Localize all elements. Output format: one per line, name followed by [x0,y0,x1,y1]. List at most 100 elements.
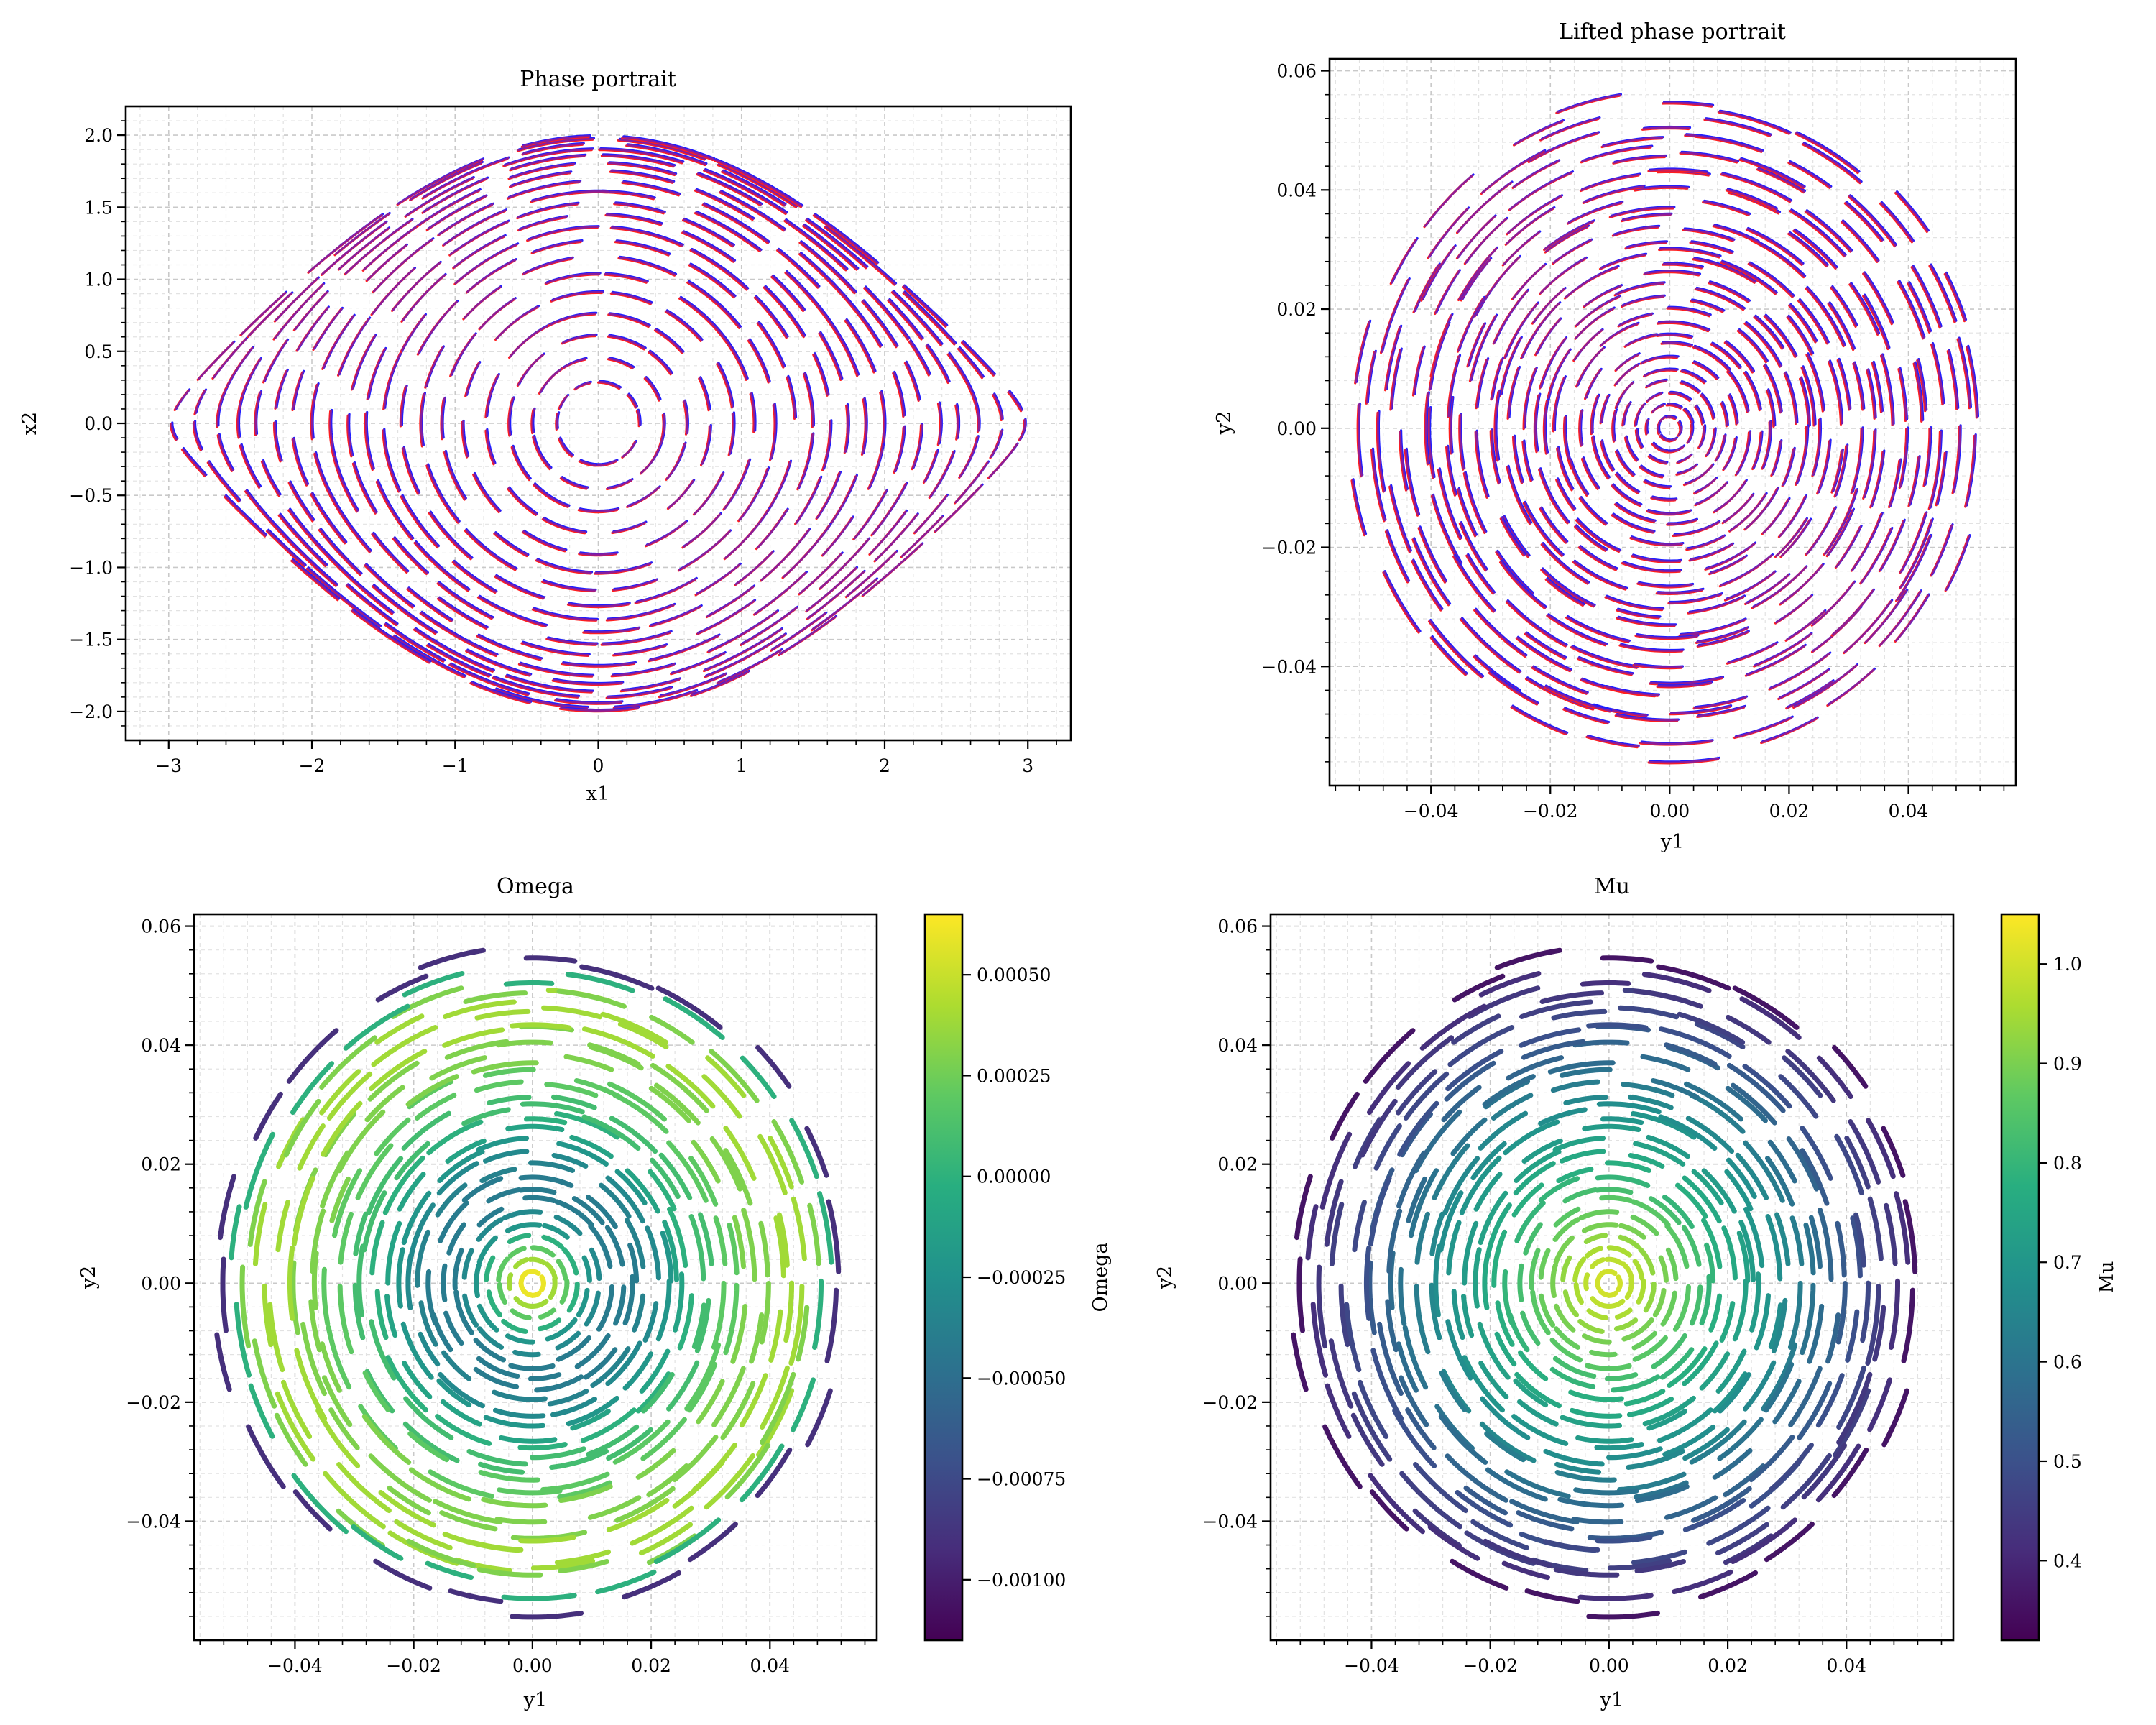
phase-portrait-overlap-segment [880,391,886,451]
lifted-portrait-overlap-segment [1899,427,1908,488]
lifted-portrait-overlap-segment [1418,526,1447,583]
omega-segment [473,1366,520,1389]
lifted-portrait-overlap-segment [1769,652,1830,690]
mu-segment [1519,1027,1582,1048]
lifted-portrait-overlap-segment [1648,168,1708,174]
lifted-portrait-prediction-segment [1756,168,1805,194]
omega-segment [374,1117,411,1156]
lifted-portrait-truth-segment [1711,341,1742,368]
lifted-portrait-overlap-segment [1752,566,1807,609]
mu-segment [1396,1341,1419,1393]
phase-portrait-overlap-segment [665,442,686,480]
lifted-portrait-overlap-segment [1834,444,1848,497]
lifted-portrait-overlap-segment [1544,220,1595,250]
mu-segment [1429,1282,1442,1340]
phase-portrait-overlap-segment [717,362,734,408]
phase-portrait-ytick-label: 1.5 [84,197,113,218]
phase-portrait-overlap-segment [811,578,877,631]
lifted-portrait-overlap-segment [1667,518,1697,525]
mu-segment [1726,1157,1757,1200]
omega-segment [387,1485,431,1516]
omega-segment [520,1269,531,1280]
lifted-portrait-prediction-segment [1862,272,1893,326]
phase-portrait-truth-segment [1008,390,1024,411]
phase-portrait-overlap-segment [717,163,798,208]
mu-segment [1633,1141,1685,1167]
omega-segment [441,1350,472,1381]
lifted-portrait-overlap-segment [1644,368,1678,377]
mu-segment [1694,1021,1746,1049]
mu-segment [1797,1381,1833,1440]
omega-segment [773,1215,786,1279]
omega-ytick-label: 0.02 [141,1154,181,1175]
phase-portrait-overlap-segment [682,231,735,262]
lifted-portrait-overlap-segment [1488,671,1539,705]
phase-portrait-overlap-segment [245,489,288,540]
phase-portrait-truth-segment [534,482,571,507]
omega-segment [463,990,528,1004]
mu-axes-frame [1269,913,1955,1642]
lifted-portrait-overlap-segment [1651,403,1665,413]
lifted-portrait-overlap-segment [1634,185,1689,191]
omega-segment [609,1116,658,1154]
omega-segment [528,1372,562,1381]
lifted-portrait-prediction-segment [1505,600,1567,648]
lifted-portrait-overlap-segment [1652,442,1669,453]
phase-portrait-prediction-segment [902,292,956,346]
lifted-portrait-overlap-segment [1700,393,1715,419]
lifted-portrait-overlap-segment [1895,191,1929,232]
phase-portrait-overlap-segment [212,337,247,379]
lifted-portrait-truth-segment [1684,463,1715,485]
omega-segment [291,1176,315,1247]
mu-segment [1594,1442,1644,1451]
phase-portrait-overlap-segment [453,235,506,269]
phase-portrait-truth-segment [757,321,786,367]
lifted-portrait-overlap-segment [1736,431,1751,476]
lifted-portrait-overlap-segment [1635,634,1699,639]
lifted-portrait-prediction-segment [1452,555,1495,613]
phase-portrait-overlap-segment [959,436,979,478]
phase-portrait-overlap-segment [351,334,377,390]
mu-segment [1571,1517,1624,1525]
mu-segment [1723,1463,1766,1497]
phase-portrait-overlap-segment [579,459,597,466]
lifted-portrait-overlap-segment [1475,430,1489,498]
phase-portrait-truth-segment [785,218,849,270]
lifted-portrait-overlap-segment [1738,329,1768,362]
mu-segment [1634,1559,1686,1573]
phase-portrait-overlap-segment [696,599,755,635]
omega-segment [493,1407,546,1419]
mu-segment [1597,1287,1610,1298]
lifted-portrait-overlap-segment [1870,450,1885,508]
phase-portrait-overlap-segment [444,451,466,500]
phase-portrait-overlap-segment [798,552,843,595]
mu-segment [1584,1246,1603,1259]
lifted-portrait-overlap-segment [1460,522,1488,571]
lifted-portrait-prediction-segment [1458,523,1487,572]
lifted-portrait-overlap-segment [1826,508,1854,556]
lifted-portrait-overlap-segment [1576,518,1621,552]
lifted-portrait-overlap-segment [1540,117,1600,141]
lifted-portrait-overlap-segment [1491,358,1503,400]
omega-segment [291,1473,349,1535]
omega-segment [362,1370,391,1412]
mu-segment [1549,1366,1596,1389]
lifted-portrait-overlap-segment [1389,485,1411,553]
lifted-portrait-overlap-segment [1720,172,1792,202]
phase-portrait-overlap-segment [888,299,923,340]
phase-portrait-truth-segment [319,528,363,575]
omega-segment [294,1348,328,1421]
omega-segment [613,1284,627,1326]
mu-segment [1628,1153,1665,1169]
mu-segment [1621,1317,1654,1342]
mu-segment [1577,1593,1654,1601]
mu-xtick-label: −0.02 [1462,1655,1518,1676]
lifted-portrait-ytick-label: 0.00 [1276,418,1317,439]
mu-segment [1634,1480,1689,1500]
phase-portrait-overlap-segment [926,344,950,383]
lifted-portrait-overlap-segment [1547,349,1571,402]
mu-segment [1477,1321,1511,1380]
mu-segment [1658,1255,1669,1283]
mu-segment [1664,1042,1718,1067]
omega-segment [658,1152,693,1200]
